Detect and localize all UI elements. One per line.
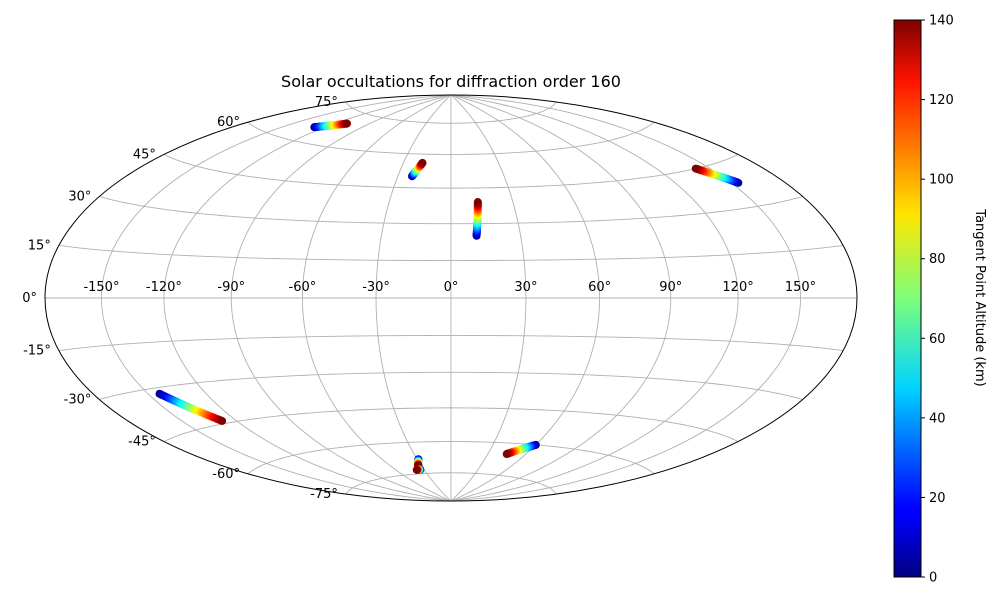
- colorbar-label: Tangent Point Altitude (km): [972, 208, 987, 386]
- chart-title: Solar occultations for diffraction order…: [281, 72, 621, 91]
- longitude-tick-label: -150°: [83, 280, 119, 295]
- parallel-line: [345, 101, 557, 124]
- altitude-point: [218, 416, 227, 425]
- latitude-tick-label: -30°: [64, 393, 92, 408]
- parallel-line: [247, 441, 655, 475]
- colorbar-tick-label: 20: [929, 491, 946, 506]
- colorbar-tick-label: 140: [929, 14, 954, 29]
- occultation-track: [502, 440, 540, 459]
- altitude-point: [342, 119, 351, 128]
- colorbar-tick-label: 60: [929, 332, 946, 347]
- colorbar-ticks: 0 20 40 60 80 100 120 140: [921, 14, 954, 586]
- parallel-line: [163, 407, 739, 442]
- longitude-tick-label: 0°: [444, 280, 459, 295]
- parallel-line: [58, 335, 844, 351]
- colorbar-tick-label: 0: [929, 571, 937, 586]
- colorbar: [893, 19, 922, 578]
- parallel-line: [163, 154, 739, 189]
- longitude-tick-label: 60°: [588, 280, 611, 295]
- colorbar-tick-label: 120: [929, 93, 954, 108]
- latitude-tick-label: 45°: [133, 147, 156, 162]
- latitude-tick-label: 15°: [28, 238, 51, 253]
- graticule: [45, 95, 857, 501]
- altitude-point: [473, 198, 482, 207]
- longitude-tick-label: -120°: [146, 280, 182, 295]
- occultation-tracks: [155, 119, 743, 474]
- longitude-tick-label: 150°: [785, 280, 816, 295]
- occultation-track: [472, 198, 482, 240]
- latitude-tick-label: -45°: [128, 435, 156, 450]
- longitude-tick-labels: -150° -120° -90° -60° -30° 0° 30° 60° 90° 120° 150…: [83, 280, 816, 295]
- latitude-tick-label: -75°: [310, 487, 338, 502]
- longitude-tick-label: -30°: [362, 280, 390, 295]
- parallel-line: [99, 196, 803, 225]
- occultation-track: [310, 119, 351, 132]
- parallel-line: [247, 121, 655, 155]
- parallel-line: [58, 245, 844, 261]
- latitude-tick-label: 0°: [22, 291, 37, 306]
- occultation-track: [155, 389, 227, 425]
- map-boundary: [44, 94, 858, 502]
- latitude-tick-label: -15°: [23, 344, 51, 359]
- latitude-tick-label: 60°: [217, 115, 240, 130]
- parallel-line: [345, 472, 557, 495]
- occultation-track: [412, 465, 425, 474]
- latitude-tick-labels: 75° 60° 45° 30° 15° 0° -15° -30° -45° -60° -75°: [22, 95, 338, 502]
- latitude-tick-label: -60°: [212, 467, 240, 482]
- altitude-point: [412, 465, 421, 474]
- parallel-line: [99, 371, 803, 400]
- occultation-track: [691, 164, 743, 187]
- longitude-tick-label: -60°: [289, 280, 317, 295]
- colorbar-tick-label: 80: [929, 252, 946, 267]
- altitude-point: [418, 158, 427, 167]
- colorbar-tick-label: 40: [929, 411, 946, 426]
- occultation-track: [408, 158, 427, 181]
- latitude-tick-label: 75°: [315, 95, 338, 110]
- colorbar-tick-label: 100: [929, 173, 954, 188]
- altitude-point: [691, 164, 700, 173]
- altitude-point: [502, 450, 511, 459]
- longitude-tick-label: 30°: [514, 280, 537, 295]
- longitude-tick-label: 120°: [722, 280, 753, 295]
- longitude-tick-label: 90°: [659, 280, 682, 295]
- latitude-tick-label: 30°: [68, 190, 91, 205]
- longitude-tick-label: -90°: [217, 280, 245, 295]
